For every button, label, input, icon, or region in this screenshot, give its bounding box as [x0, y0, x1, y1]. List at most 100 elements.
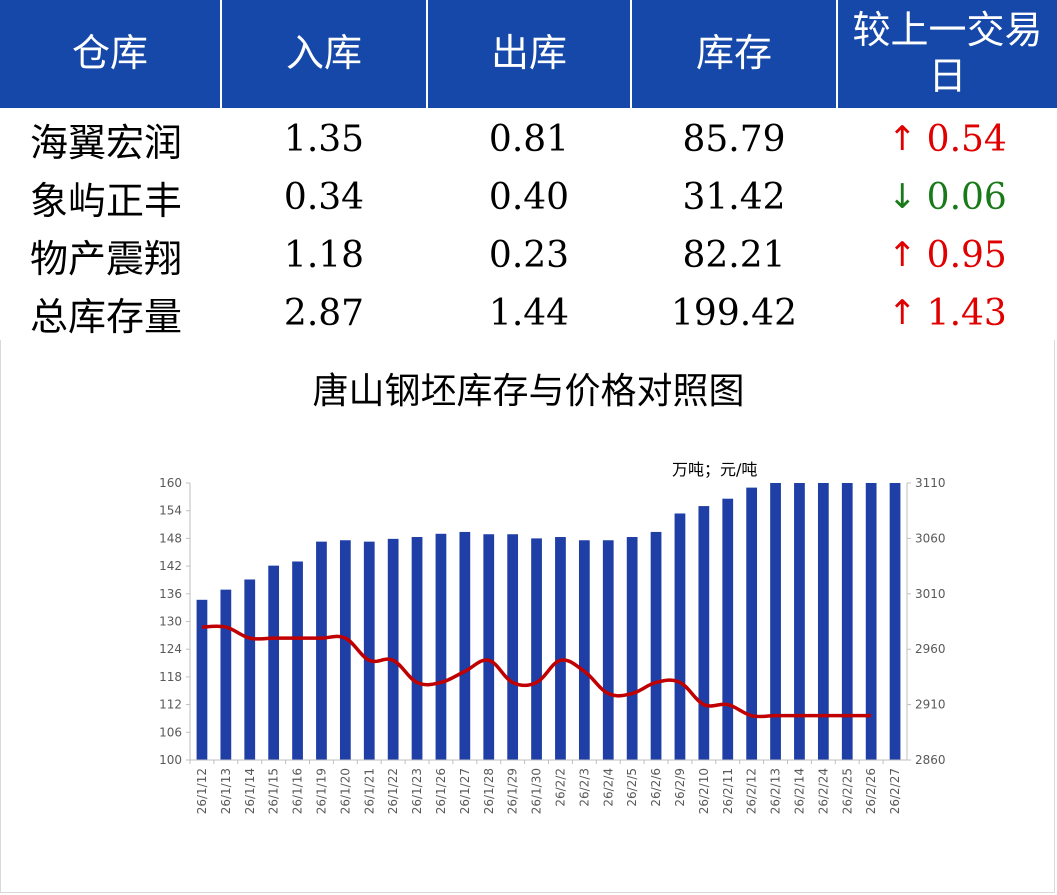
bar: [387, 538, 399, 760]
header-divider: [630, 0, 632, 108]
x-tick-label: 26/2/13: [769, 768, 783, 814]
y-tick-label-right: 2860: [915, 753, 946, 767]
bar: [650, 531, 662, 760]
row-name: 象屿正丰: [30, 178, 183, 223]
y-tick-label-left: 136: [159, 587, 182, 601]
row-stock: 82.21: [682, 234, 786, 276]
row-change: ↑ 0.54: [838, 110, 1057, 168]
chart-title: 唐山钢坯库存与价格对照图: [312, 371, 745, 412]
row-in: 0.34: [283, 176, 365, 218]
x-tick-label: 26/1/16: [291, 768, 305, 814]
x-tick-label: 26/2/9: [673, 768, 687, 807]
x-tick-label: 26/1/12: [195, 768, 209, 814]
arrow-up-icon: ↑: [888, 235, 917, 275]
arrow-down-icon: ↓: [888, 177, 917, 217]
row-in: 1.35: [283, 118, 365, 160]
x-tick-label: 26/2/3: [577, 768, 591, 807]
y-tick-label-left: 106: [159, 725, 182, 739]
header-divider: [426, 0, 428, 108]
x-tick-label: 26/1/27: [458, 768, 472, 814]
x-tick-label: 26/2/26: [864, 768, 878, 814]
header-warehouse: 仓库: [71, 31, 148, 76]
header-out: 出库: [490, 31, 567, 76]
bar: [578, 540, 590, 760]
y-tick-label-right: 2960: [915, 642, 946, 656]
row-name: 物产震翔: [30, 236, 183, 281]
x-tick-label: 26/2/12: [745, 768, 759, 814]
bar: [220, 589, 232, 760]
y-tick-label-left: 112: [159, 698, 182, 712]
x-tick-label: 26/1/28: [482, 768, 496, 814]
row-out: 0.23: [488, 234, 570, 276]
x-tick-label: 26/1/23: [410, 768, 424, 814]
bar: [316, 541, 327, 760]
bar: [889, 483, 901, 760]
row-change-value: 0.54: [926, 118, 1007, 160]
row-in: 2.87: [283, 292, 365, 334]
bar: [435, 533, 447, 760]
bar: [770, 483, 781, 760]
row-out: 0.40: [488, 176, 570, 218]
arrow-up-icon: ↑: [888, 293, 917, 333]
x-tick-label: 26/2/24: [816, 768, 830, 814]
header-divider: [220, 0, 222, 108]
price-line: [201, 624, 872, 719]
x-tick-label: 26/1/21: [362, 768, 376, 814]
bar: [865, 483, 877, 760]
y-tick-label-right: 2910: [915, 698, 946, 712]
x-tick-label: 26/2/5: [625, 768, 639, 807]
unit-label: 万吨；元/吨: [672, 460, 757, 479]
y-tick-label-left: 124: [159, 642, 182, 656]
x-tick-label: 26/1/14: [243, 768, 257, 814]
bar: [674, 513, 686, 760]
bar: [339, 540, 351, 760]
bar: [531, 538, 542, 760]
row-change: ↓ 0.06: [838, 168, 1057, 226]
row-out: 1.44: [488, 292, 570, 334]
x-tick-label: 26/2/4: [601, 768, 615, 807]
x-tick-label: 26/2/2: [553, 768, 567, 807]
y-tick-label-left: 154: [159, 504, 182, 518]
header-divider: [836, 0, 838, 108]
x-tick-label: 26/1/15: [267, 768, 281, 814]
row-out: 0.81: [488, 118, 570, 160]
y-tick-label-right: 3110: [915, 476, 946, 490]
row-stock: 85.79: [682, 118, 786, 160]
x-tick-label: 26/2/25: [840, 768, 854, 814]
y-tick-label-left: 148: [159, 531, 182, 545]
x-tick-label: 26/1/20: [338, 768, 352, 814]
x-tick-label: 26/1/29: [506, 768, 520, 814]
y-tick-label-right: 3010: [915, 587, 946, 601]
y-tick-label-left: 130: [159, 615, 182, 629]
x-tick-label: 26/2/27: [888, 768, 902, 814]
y-tick-label-left: 160: [159, 476, 182, 490]
row-stock: 199.42: [671, 292, 797, 334]
table-row: 象屿正丰 0.34 0.40 31.42 ↓ 0.06: [0, 168, 1057, 226]
x-tick-label: 26/1/30: [530, 768, 544, 814]
y-tick-label-left: 118: [159, 670, 182, 684]
bar: [555, 537, 566, 760]
y-tick-label-left: 100: [159, 753, 182, 767]
row-name: 海翼宏润: [30, 120, 183, 165]
x-tick-label: 26/2/14: [792, 768, 806, 814]
bar: [817, 483, 829, 760]
row-in: 1.18: [283, 234, 365, 276]
x-tick-label: 26/1/13: [219, 768, 233, 814]
bar: [698, 506, 710, 760]
header-change: 较上一交易日: [852, 8, 1043, 98]
row-name: 总库存量: [30, 294, 183, 339]
row-change-value: 0.95: [926, 234, 1007, 276]
table-row: 总库存量 2.87 1.44 199.42 ↑ 1.43: [0, 284, 1057, 342]
header-in: 入库: [285, 31, 362, 76]
bar: [244, 579, 256, 760]
bar: [507, 534, 519, 760]
row-change: ↑ 0.95: [838, 226, 1057, 284]
bar: [268, 565, 280, 760]
x-tick-label: 26/2/10: [697, 768, 711, 814]
y-tick-label-left: 142: [159, 559, 182, 573]
header-stock: 库存: [695, 31, 772, 76]
bar: [363, 541, 375, 760]
x-tick-label: 26/2/6: [649, 768, 663, 807]
bar: [411, 537, 423, 760]
